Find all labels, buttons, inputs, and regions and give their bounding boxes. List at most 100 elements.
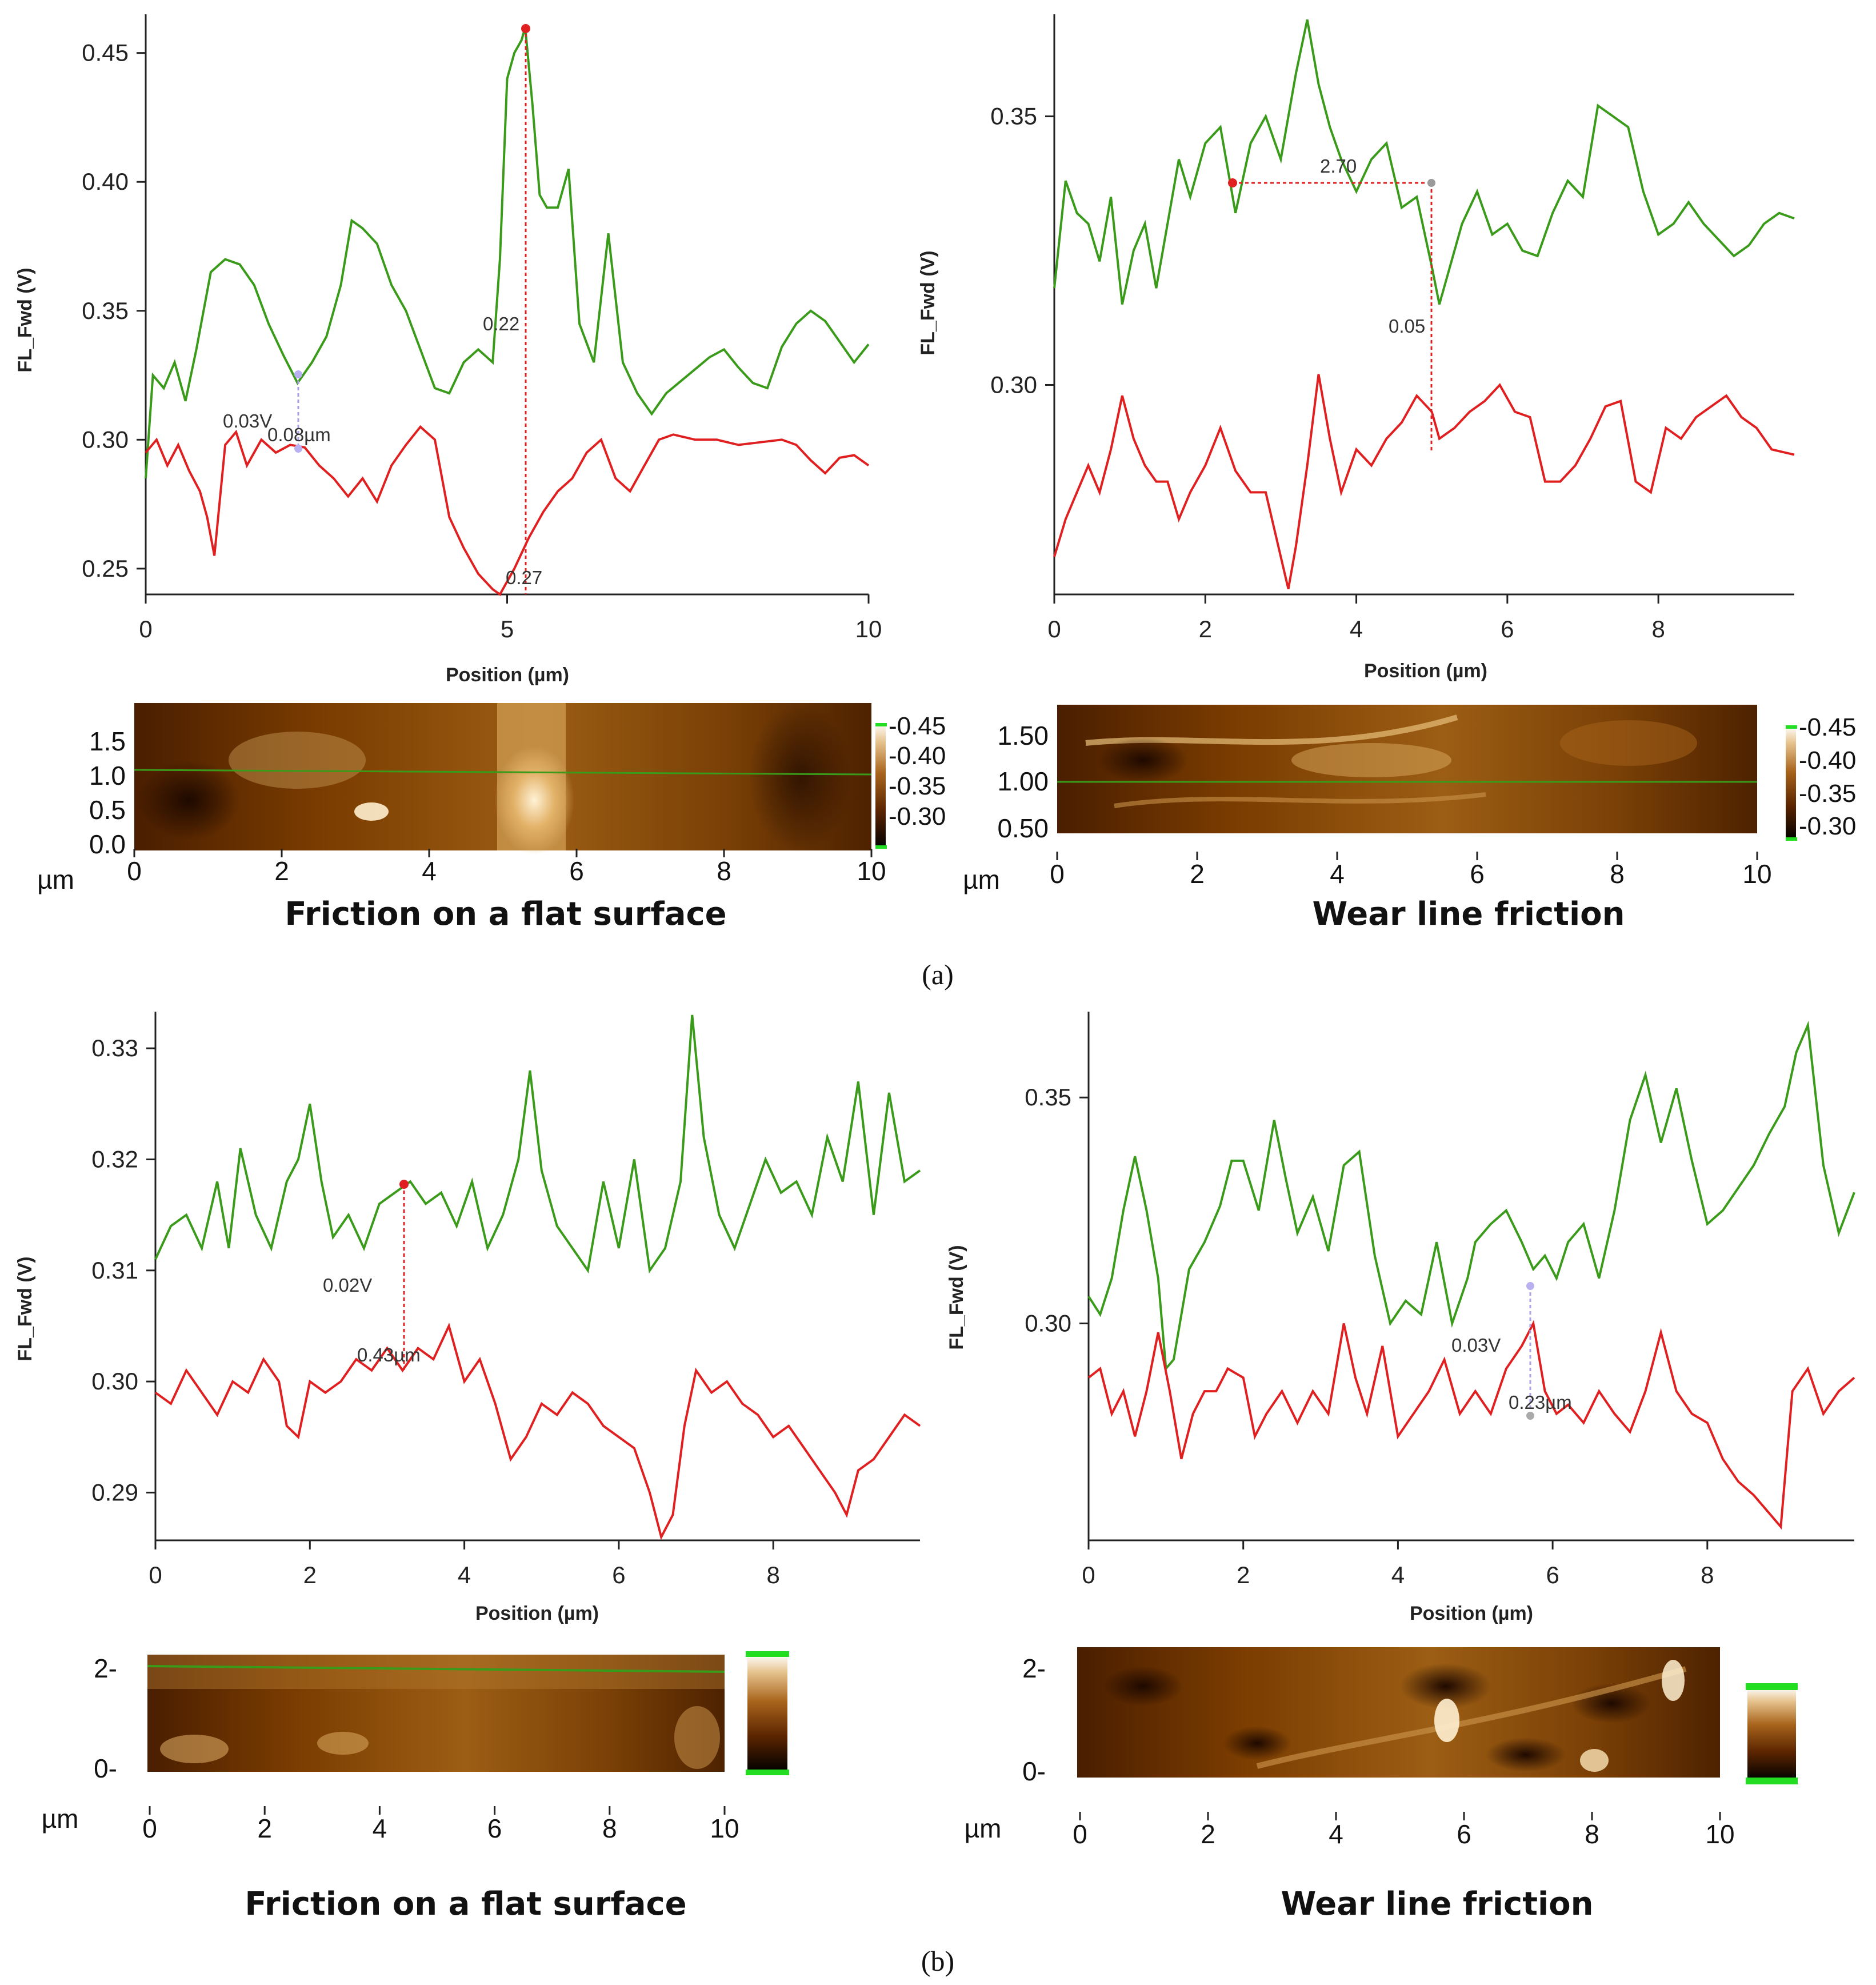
annotation-label: 0.27 <box>506 567 542 588</box>
ticks: 0 2 4 6 8 0.30 0.35 <box>990 103 1665 642</box>
x-axis-title: Position (µm) <box>1410 1603 1533 1624</box>
x-tick-label: 2 <box>303 1561 317 1588</box>
map-x-tick-label: 0 <box>1073 1819 1087 1849</box>
y-tick-label: 0.30 <box>91 1368 138 1395</box>
y-tick-label: 0.25 <box>82 555 129 582</box>
map-y-tick-label: 1.50 <box>997 721 1049 750</box>
map-y-tick-label: 1.00 <box>997 766 1049 796</box>
caption: Friction on a flat surface <box>245 1886 686 1923</box>
series-forward-line <box>1053 19 1795 305</box>
x-tick-label: 2 <box>1237 1561 1250 1588</box>
x-tick-label: 0 <box>139 616 152 642</box>
measure-point <box>521 24 530 33</box>
x-axis-title: Position (µm) <box>1364 660 1487 682</box>
colorbar-label: -0.45 <box>1799 713 1856 741</box>
map-y-tick-label: 2- <box>94 1653 117 1683</box>
map-y-tick-label: 0.0 <box>89 829 126 859</box>
series-backward-line <box>1053 374 1795 590</box>
y-tick-label: 0.40 <box>82 168 129 195</box>
plot-a-right: 0 2 4 6 8 0.30 0.35 FL_Fwd (V) Position (µm) 2… <box>917 14 1795 682</box>
colorbar-label: -0.30 <box>889 802 946 830</box>
y-tick-label: 0.30 <box>1025 1310 1071 1337</box>
x-tick-label: 0 <box>1082 1561 1095 1588</box>
map-ticks: 0 2 4 6 8 10 0- 2- <box>94 1653 739 1843</box>
measure-point <box>294 370 302 378</box>
y-axis-title: FL_Fwd (V) <box>14 1256 36 1361</box>
x-axis-title: Position (µm) <box>475 1603 599 1624</box>
y-tick-label: 0.35 <box>1025 1084 1071 1111</box>
map-x-tick-label: 2 <box>274 856 289 886</box>
panel-label-b: (b) <box>921 1945 954 1977</box>
x-tick-label: 6 <box>612 1561 625 1588</box>
measure-point <box>1526 1282 1534 1290</box>
annotation-label: 0.43µm <box>357 1344 421 1365</box>
map-x-tick-label: 0 <box>142 1814 157 1843</box>
colorbar <box>747 1655 787 1772</box>
map-x-tick-label: 8 <box>602 1814 617 1843</box>
map-x-tick-label: 4 <box>373 1814 387 1843</box>
x-tick-label: 2 <box>1199 616 1212 642</box>
map-x-tick-label: 4 <box>1330 859 1345 889</box>
afm-map-b-right: 0 2 4 6 8 10 0- 2- µm Wear line friction <box>965 1647 1798 1923</box>
x-tick-label: 4 <box>1350 616 1363 642</box>
ticks: 0 2 4 6 8 0.29 0.30 0.31 0.32 0.33 <box>91 1035 780 1588</box>
caption: Friction on a flat surface <box>285 896 726 933</box>
map-x-tick-label: 4 <box>422 856 437 886</box>
x-tick-label: 4 <box>1391 1561 1405 1588</box>
scan-line <box>134 769 872 776</box>
series-forward-line <box>145 27 870 479</box>
annotation-label: 0.22 <box>483 313 519 334</box>
y-tick-label: 0.32 <box>91 1145 138 1172</box>
map-x-tick-label: 2 <box>1190 859 1205 889</box>
measure-point <box>1427 179 1435 187</box>
plot-b-right: 0 2 4 6 8 0.30 0.35 FL_Fwd (V) Position (µm) 0… <box>946 1012 1855 1624</box>
unit-label: µm <box>965 1814 1002 1843</box>
map-y-tick-label: 1.0 <box>89 761 126 790</box>
x-tick-label: 8 <box>1651 616 1665 642</box>
measure-point <box>1526 1412 1534 1420</box>
map-x-tick-label: 6 <box>1457 1819 1471 1849</box>
colorbar <box>1786 726 1796 840</box>
plot-a-left: 0 5 10 0.25 0.30 0.35 0.40 0.45 FL_Fwd (V) Posi… <box>14 14 882 686</box>
series-backward-line <box>154 1323 921 1540</box>
colorbar <box>1747 1687 1796 1780</box>
map-x-tick-label: 6 <box>487 1814 502 1843</box>
map-x-tick-label: 2 <box>1201 1819 1215 1849</box>
y-tick-label: 0.30 <box>82 426 129 453</box>
unit-label: µm <box>963 865 1000 894</box>
measure-point <box>399 1180 409 1189</box>
x-tick-label: 4 <box>458 1561 471 1588</box>
y-axis-title: FL_Fwd (V) <box>946 1245 967 1349</box>
caption: Wear line friction <box>1281 1886 1593 1923</box>
y-tick-label: 0.33 <box>91 1035 138 1061</box>
map-x-tick-label: 8 <box>1610 859 1625 889</box>
map-y-tick-label: 2- <box>1022 1653 1046 1683</box>
map-y-tick-label: 0.50 <box>997 813 1049 843</box>
ticks: 0 2 4 6 8 0.30 0.35 <box>1025 1084 1714 1588</box>
map-y-tick-label: 0- <box>94 1754 117 1783</box>
map-x-tick-label: 2 <box>257 1814 272 1843</box>
afm-map-a-right: 0 2 4 6 8 10 0.50 1.00 1.50 µm -0.45 -0.40 -0.35… <box>963 705 1856 933</box>
colorbar <box>875 723 886 849</box>
series-backward-line <box>1087 1320 1855 1530</box>
unit-label: µm <box>37 865 74 894</box>
measure-point <box>294 445 302 453</box>
map-y-tick-label: 1.5 <box>89 726 126 756</box>
map-x-tick-label: 0 <box>127 856 142 886</box>
map-x-tick-label: 6 <box>1470 859 1485 889</box>
afm-map-a-left: 0 2 4 6 8 10 0.0 0.5 1.0 1.5 µm -0.45 -0.40 -0.35… <box>37 703 946 933</box>
map-ticks: 0 2 4 6 8 10 0.50 1.00 1.50 <box>997 721 1771 889</box>
colorbar-label: -0.30 <box>1799 812 1856 840</box>
x-tick-label: 5 <box>501 616 514 642</box>
x-tick-label: 0 <box>1047 616 1061 642</box>
scan-line <box>147 1665 725 1673</box>
annotation-label: 0.05 <box>1389 315 1425 337</box>
y-tick-label: 0.30 <box>990 371 1037 398</box>
x-tick-label: 6 <box>1546 1561 1559 1588</box>
y-axis-title: FL_Fwd (V) <box>917 250 939 355</box>
map-x-tick-label: 8 <box>717 856 731 886</box>
annotation-label: 0.08µm <box>267 424 331 445</box>
map-x-tick-label: 6 <box>569 856 584 886</box>
panel-label-a: (a) <box>922 958 954 990</box>
